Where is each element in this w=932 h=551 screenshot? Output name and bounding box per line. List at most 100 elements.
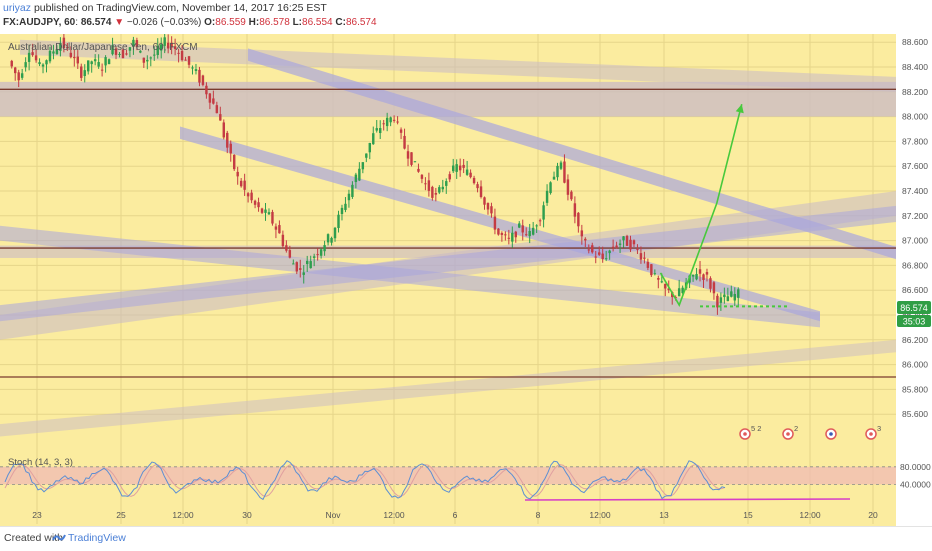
candle-body	[107, 59, 111, 65]
divergence-line	[524, 498, 851, 501]
candle-body	[427, 180, 431, 191]
y-tick-label: 86.000	[902, 360, 928, 370]
candle-body	[702, 274, 705, 281]
candle-body	[549, 182, 552, 194]
author-link[interactable]: uriyaz	[3, 2, 32, 14]
x-tick-label: 6	[453, 510, 458, 520]
candle-body	[121, 49, 125, 59]
candle-body	[319, 249, 323, 256]
candle-body	[330, 237, 333, 243]
candle-body	[323, 245, 326, 252]
close-value: 86.574	[345, 17, 377, 28]
candle-body	[486, 203, 490, 210]
candle-body	[194, 69, 198, 71]
candle-body	[180, 50, 184, 61]
candle-body	[719, 297, 723, 303]
x-tick-label: 12:00	[172, 510, 194, 520]
candle-body	[413, 161, 417, 163]
candle-body	[316, 254, 319, 256]
y-tick-label: 85.800	[902, 384, 928, 394]
candle-body	[278, 225, 281, 234]
candle-body	[236, 171, 239, 177]
countdown-value: 35:03	[903, 317, 926, 327]
candle-body	[48, 50, 52, 62]
channels	[0, 48, 896, 328]
candle-body	[83, 70, 86, 77]
x-tick-label: 12:00	[589, 510, 611, 520]
candle-body	[239, 180, 243, 187]
candle-body	[657, 278, 660, 280]
candle-body	[490, 206, 493, 214]
candle-body	[337, 214, 340, 228]
event-marker-label: 2	[794, 424, 798, 433]
price-axis-area	[896, 34, 932, 526]
y-tick-label: 88.600	[902, 37, 928, 47]
channel-rising	[0, 205, 896, 322]
candle-body	[705, 272, 709, 275]
candle-body	[17, 72, 20, 81]
candle-body	[389, 117, 392, 123]
candle-body	[438, 187, 441, 193]
candle-body	[483, 197, 486, 205]
candle-body	[31, 52, 34, 56]
high-label: H:	[248, 17, 260, 28]
candle-body	[511, 232, 514, 242]
candle-body	[726, 296, 730, 302]
candle-body	[208, 93, 212, 103]
event-marker-dot	[786, 432, 790, 436]
candle-body	[524, 234, 528, 236]
instrument-legend: Australian Dollar/Japanese Yen, 60, FXCM	[8, 42, 198, 53]
candle-body	[584, 238, 587, 241]
candle-body	[212, 98, 215, 104]
candle-body	[52, 51, 55, 54]
stoch-level-tick: 80.0000	[900, 462, 931, 472]
candle-body	[274, 226, 278, 230]
candle-body	[292, 263, 295, 265]
candle-body	[20, 73, 24, 78]
candle-body	[135, 40, 139, 48]
candle-body	[125, 53, 128, 55]
y-tick-label: 87.400	[902, 186, 928, 196]
x-tick-label: 12:00	[799, 510, 821, 520]
candle-body	[497, 228, 500, 235]
x-tick-label: 8	[536, 510, 541, 520]
candle-body	[59, 43, 62, 51]
stochastic-pane: 80.0000 40.0000	[0, 460, 931, 501]
x-axis: 23 25 12:00 30 Nov 12:00 6 8 12:00 13 15 12:00 20	[32, 510, 878, 520]
open-value: 86.559	[215, 17, 246, 28]
x-tick-label: 13	[659, 510, 669, 520]
candle-body	[577, 212, 580, 227]
candle-body	[535, 225, 538, 227]
close-label: C:	[335, 17, 346, 28]
event-marker-label: 3	[877, 424, 881, 433]
candle-body	[243, 180, 246, 190]
candle-body	[451, 165, 455, 172]
candle-body	[93, 59, 97, 62]
candle-body	[191, 67, 194, 69]
x-tick-label: 20	[868, 510, 878, 520]
candle-body	[636, 248, 639, 250]
candle-body	[518, 223, 521, 228]
channel-top	[248, 48, 896, 260]
candle-body	[632, 240, 636, 245]
candle-body	[723, 294, 726, 298]
candle-body	[173, 46, 177, 49]
candle-body	[344, 203, 347, 210]
price-badge-box	[897, 301, 931, 314]
candle-body	[354, 174, 358, 183]
low-label: L:	[292, 17, 303, 28]
y-tick-label: 88.000	[902, 112, 928, 122]
candle-body	[406, 151, 410, 159]
candle-body	[618, 243, 622, 245]
y-axis: 88.600 88.400 88.200 88.000 87.800 87.600 87.4…	[902, 37, 928, 419]
candle-body	[281, 234, 285, 247]
candle-body	[382, 123, 385, 125]
candle-body	[365, 153, 368, 158]
candle-body	[187, 56, 191, 65]
tradingview-brand[interactable]: TradingView	[68, 532, 126, 544]
candle-body	[205, 85, 208, 95]
candle-body	[514, 231, 518, 238]
candle-body	[458, 165, 462, 171]
change-value: −0.026 (−0.03%)	[126, 17, 202, 28]
